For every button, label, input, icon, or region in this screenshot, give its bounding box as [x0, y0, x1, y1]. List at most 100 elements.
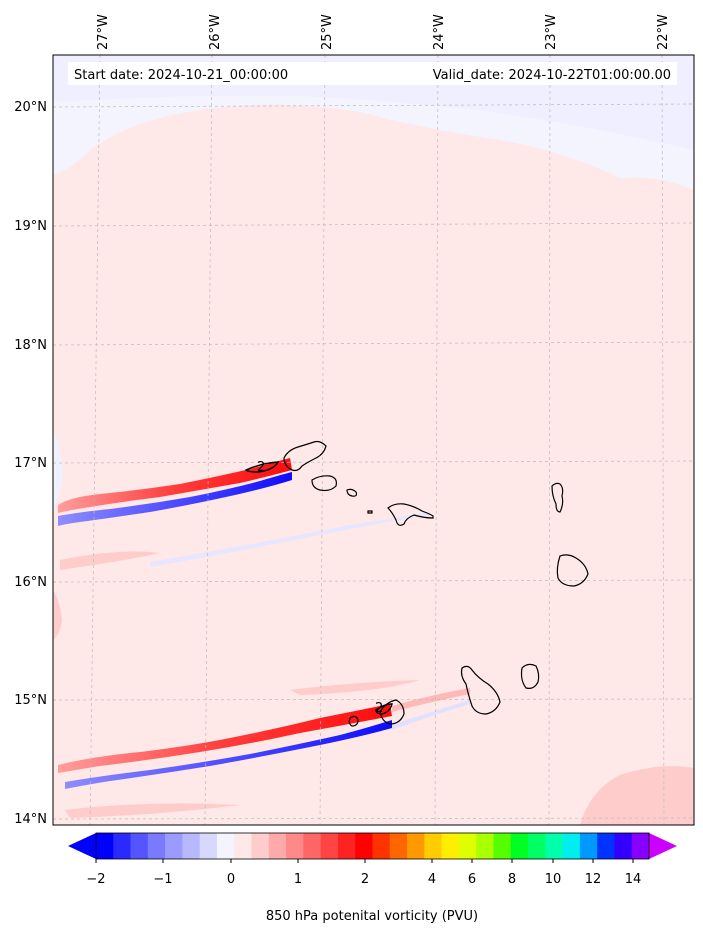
map-area: 2 2 — [53, 55, 694, 825]
lat-label: 20°N — [14, 100, 47, 115]
contour-label-south: 2 — [375, 701, 383, 716]
gridlines — [53, 55, 694, 825]
colorbar-cell — [216, 833, 235, 859]
colorbar-extend-min — [68, 833, 96, 859]
colorbar-ticks — [95, 859, 634, 863]
pv-patch-south — [65, 803, 240, 818]
colorbar-cell — [614, 833, 633, 859]
lat-label: 18°N — [14, 338, 47, 353]
colorbar-cell — [320, 833, 339, 859]
colorbar-cell — [424, 833, 442, 859]
lon-label: 22°W — [656, 14, 671, 50]
colorbar: −2 −1 0 1 2 4 6 8 10 12 14 850 hPa potenital vorti… — [68, 832, 677, 924]
colorbar-cell — [458, 833, 477, 859]
colorbar-cell — [147, 833, 166, 859]
island-brava — [348, 715, 359, 727]
colorbar-tick-label: 2 — [361, 872, 369, 887]
colorbar-tick-labels: −2 −1 0 1 2 4 6 8 10 12 14 — [86, 872, 641, 887]
negative-patch-west — [53, 430, 63, 510]
colorbar-tick-label: 4 — [428, 872, 436, 887]
colorbar-cell — [96, 833, 114, 859]
colorbar-cell — [389, 833, 408, 859]
pv-band-south-positive — [58, 704, 392, 773]
colorbar-cell — [199, 833, 218, 859]
colorbar-cell — [528, 833, 546, 859]
colorbar-tick-label: 0 — [227, 872, 235, 887]
colorbar-cell — [476, 833, 494, 859]
coastlines — [283, 440, 589, 727]
island-raso — [367, 510, 373, 514]
pv-band-south-negative — [65, 720, 392, 789]
lon-label: 23°W — [544, 14, 559, 50]
colorbar-cell — [234, 833, 252, 859]
longitude-labels: 27°W 26°W 25°W 24°W 23°W 22°W — [96, 14, 671, 50]
pv-background — [53, 55, 694, 825]
pv-contours — [244, 461, 393, 715]
colorbar-cell — [579, 833, 598, 859]
island-santiago — [460, 665, 501, 715]
contour-label-north: 2 — [257, 460, 265, 475]
colorbar-cell — [407, 833, 425, 859]
colorbar-cell — [441, 833, 460, 859]
colorbar-tick-label: 12 — [585, 872, 602, 887]
pv-patch-southeast — [580, 766, 694, 825]
lat-label: 16°N — [14, 575, 47, 590]
island-sal — [551, 482, 564, 513]
colorbar-frame — [95, 832, 650, 860]
island-maio — [520, 663, 540, 689]
lon-label: 24°W — [432, 14, 447, 50]
colorbar-cell — [597, 833, 615, 859]
date-box — [68, 62, 677, 85]
colorbar-tick-label: 6 — [468, 872, 476, 887]
colorbar-cell — [165, 833, 183, 859]
colorbar-tick-label: −2 — [86, 872, 105, 887]
colorbar-cell — [286, 833, 304, 859]
colorbar-extend-max — [649, 833, 677, 859]
island-boa-vista — [556, 554, 589, 587]
pv-band-north-negative — [58, 472, 292, 526]
colorbar-cell — [545, 833, 563, 859]
map-frame — [52, 54, 695, 826]
lat-label: 14°N — [14, 812, 47, 827]
lon-label: 27°W — [96, 14, 111, 50]
colorbar-cell — [372, 833, 391, 859]
colorbar-tick-label: 1 — [294, 872, 302, 887]
colorbar-cells — [96, 833, 650, 859]
colorbar-tick-label: 8 — [508, 872, 516, 887]
colorbar-cell — [130, 833, 149, 859]
pv-patch-west-mid — [60, 551, 160, 570]
colorbar-cell — [268, 833, 287, 859]
colorbar-cell — [510, 833, 529, 859]
island-fogo — [379, 699, 405, 725]
island-sao-vicente — [311, 475, 337, 492]
valid-date-label: Valid_date: 2024-10-22T01:00:00.00 — [433, 68, 671, 83]
colorbar-cell — [337, 833, 356, 859]
colorbar-label: 850 hPa potenital vorticity (PVU) — [266, 909, 478, 924]
start-date-label: Start date: 2024-10-21_00:00:00 — [74, 68, 288, 83]
colorbar-cell — [562, 833, 581, 859]
colorbar-tick-label: 10 — [545, 872, 562, 887]
colorbar-cell — [251, 833, 270, 859]
colorbar-cell — [182, 833, 200, 859]
pv-patch-central — [290, 680, 420, 695]
colorbar-cell — [303, 833, 321, 859]
island-sao-nicolau — [387, 503, 434, 526]
lat-label: 19°N — [14, 219, 47, 234]
lon-label: 25°W — [320, 14, 335, 50]
colorbar-cell — [355, 833, 373, 859]
lat-label: 15°N — [14, 693, 47, 708]
colorbar-cell — [113, 833, 131, 859]
negative-trail-north — [150, 512, 430, 567]
negative-band-south-tail — [392, 700, 470, 730]
colorbar-cell — [493, 833, 512, 859]
colorbar-tick-label: −1 — [153, 872, 172, 887]
colorbar-cell — [631, 833, 650, 859]
pv-patch-west — [53, 590, 62, 640]
island-santo-antao — [283, 440, 327, 472]
pv-band-south-tail — [392, 688, 470, 712]
lon-label: 26°W — [208, 14, 223, 50]
lat-label: 17°N — [14, 456, 47, 471]
colorbar-tick-label: 14 — [625, 872, 642, 887]
latitude-labels: 20°N 19°N 18°N 17°N 16°N 15°N 14°N — [14, 100, 47, 827]
